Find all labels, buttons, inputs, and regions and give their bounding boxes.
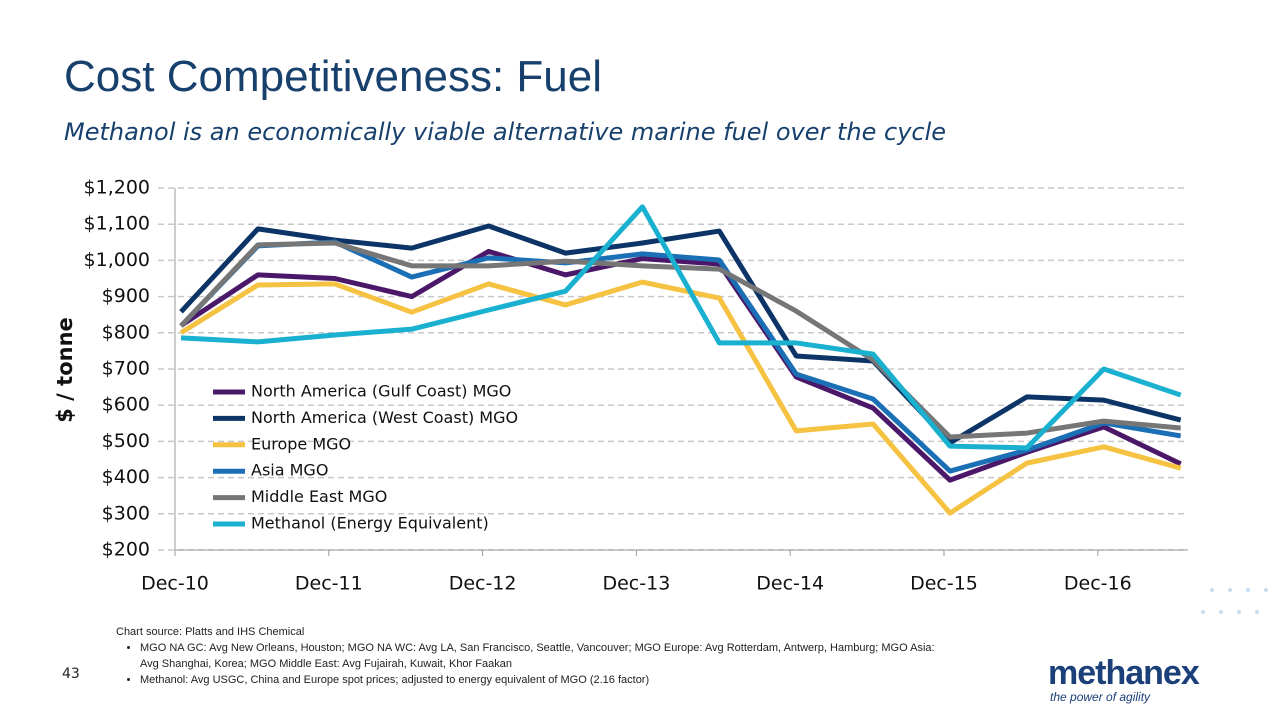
decor-dot [1255,610,1259,614]
y-tick-label: $500 [102,430,150,452]
x-tick-label: Dec-13 [602,573,670,595]
decor-dot [1201,610,1205,614]
x-tick-label: Dec-12 [449,573,517,595]
legend-label: Middle East MGO [251,487,387,506]
y-tick-label: $1,200 [84,177,150,199]
decor-dot [1237,610,1241,614]
y-tick-label: $700 [102,358,150,380]
x-tick-label: Dec-15 [910,573,978,595]
series-line [179,248,1182,483]
x-tick-label: Dec-14 [756,573,824,595]
x-tick-label: Dec-10 [141,573,209,595]
page-number: 43 [62,666,80,682]
y-tick-label: $1,000 [84,249,150,271]
note-list: MGO NA GC: Avg New Orleans, Houston; MGO… [116,640,946,688]
x-tick-label: Dec-16 [1064,573,1132,595]
legend-label: Methanol (Energy Equivalent) [251,514,489,533]
decor-dot [1264,588,1268,592]
subtitle: Methanol is an economically viable alter… [64,118,947,146]
series-line [180,204,1182,451]
legend-label: Europe MGO [251,434,351,453]
y-tick-label: $200 [102,539,150,561]
x-tick-label: Dec-11 [295,573,363,595]
y-tick-label: $800 [102,321,150,343]
y-tick-label: $600 [102,394,150,416]
tagline: the power of agility [1050,690,1151,704]
y-tick-label: $400 [102,466,150,488]
series-line [179,279,1182,516]
chart: $200 $300 $400 $500 $600 $700 $800 $900 $1,000 $1… [53,177,1268,614]
y-tick-label: $1,100 [84,213,150,235]
logo: methanex [1048,654,1200,692]
decor-dot [1228,588,1232,592]
series-line [179,240,1181,440]
decor-dot [1246,588,1250,592]
notes: Chart source: Platts and IHS Chemical MG… [116,624,946,688]
legend-label: Asia MGO [251,461,328,480]
y-axis-label: $ / tonne [53,317,77,423]
note: MGO NA GC: Avg New Orleans, Houston; MGO… [140,640,946,672]
legend-label: North America (Gulf Coast) MGO [251,382,511,401]
source: Chart source: Platts and IHS Chemical [116,626,305,638]
note: Methanol: Avg USGC, China and Europe spo… [140,672,946,688]
y-tick-label: $900 [102,285,150,307]
series-line [179,223,1182,446]
legend-label: North America (West Coast) MGO [251,408,518,427]
title: Cost Competitiveness: Fuel [64,52,602,101]
decor-dot [1219,610,1223,614]
y-tick-label: $300 [102,502,150,524]
decor-dot [1210,588,1214,592]
